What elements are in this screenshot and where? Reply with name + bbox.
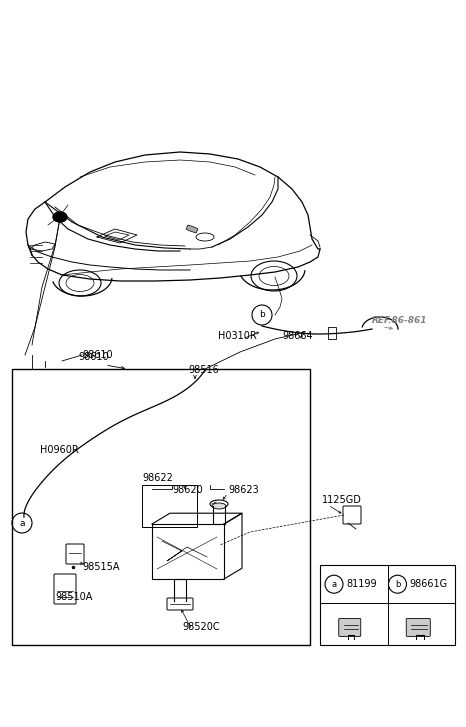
Bar <box>320 565 455 645</box>
Text: H0960R: H0960R <box>40 445 79 455</box>
Bar <box>142 485 197 527</box>
Text: b: b <box>259 310 265 319</box>
Text: 98515A: 98515A <box>82 562 119 572</box>
Text: 81199: 81199 <box>346 579 377 589</box>
FancyBboxPatch shape <box>343 506 361 524</box>
Text: a: a <box>331 579 336 589</box>
Polygon shape <box>186 225 198 233</box>
Text: 1125GD: 1125GD <box>322 495 362 505</box>
Ellipse shape <box>53 212 67 222</box>
FancyBboxPatch shape <box>339 619 361 636</box>
Text: 98610: 98610 <box>82 350 113 360</box>
Text: REF.86-861: REF.86-861 <box>372 316 427 325</box>
Text: 98520C: 98520C <box>182 622 219 632</box>
Text: 98510A: 98510A <box>55 592 92 602</box>
FancyBboxPatch shape <box>54 574 76 604</box>
Text: H0310R: H0310R <box>218 331 257 341</box>
Text: 98610: 98610 <box>78 352 109 362</box>
FancyBboxPatch shape <box>167 598 193 610</box>
Bar <box>12 369 310 645</box>
Ellipse shape <box>212 503 226 509</box>
Bar <box>328 327 336 339</box>
Text: 98664: 98664 <box>282 331 313 341</box>
Text: 98661G: 98661G <box>410 579 448 589</box>
FancyBboxPatch shape <box>406 619 430 636</box>
Text: 98620: 98620 <box>172 485 203 495</box>
FancyBboxPatch shape <box>66 544 84 564</box>
Text: 98622: 98622 <box>142 473 173 483</box>
Text: b: b <box>395 579 400 589</box>
Text: 98623: 98623 <box>228 485 259 495</box>
Text: 98516: 98516 <box>188 365 219 375</box>
Ellipse shape <box>210 500 228 508</box>
Text: a: a <box>19 518 25 528</box>
